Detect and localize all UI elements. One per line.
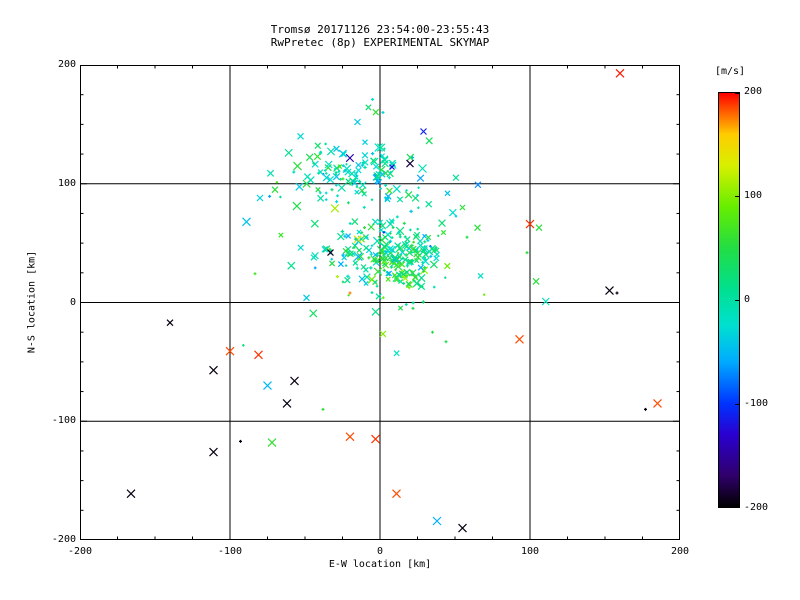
colorbar-tick-mark: [735, 507, 740, 508]
plot-area: [80, 65, 680, 540]
x-tick-label: -100: [217, 546, 243, 557]
colorbar-tick-mark: [735, 196, 740, 197]
colorbar-tick-label: 0: [744, 294, 751, 305]
colorbar-unit-label: [m/s]: [714, 66, 746, 77]
plot-subtitle: RwPretec (8p) EXPERIMENTAL SKYMAP: [270, 36, 490, 49]
colorbar-tick-mark: [735, 404, 740, 405]
x-tick-label: 0: [376, 546, 384, 557]
colorbar-tick-label: 100: [744, 190, 763, 201]
colorbar-tick-mark: [735, 300, 740, 301]
colorbar-tick-label: -100: [744, 398, 769, 409]
y-tick-label: -100: [51, 415, 76, 427]
y-tick-label: 200: [57, 59, 76, 70]
scatter-canvas: [80, 65, 680, 540]
y-tick-label: 0: [69, 296, 76, 308]
colorbar-tick-label: 200: [744, 86, 763, 97]
colorbar-tick-mark: [735, 93, 740, 94]
x-tick-label: 200: [670, 546, 690, 557]
y-tick-label: -200: [51, 534, 76, 545]
x-tick-label: 100: [520, 546, 540, 557]
x-tick-label: -200: [67, 546, 93, 557]
y-tick-label: 100: [57, 177, 76, 189]
colorbar-tick-label: -200: [744, 502, 769, 513]
plot-title: Tromsø 20171126 23:54:00-23:55:43: [270, 23, 490, 36]
x-axis-label: E-W location [km]: [328, 559, 432, 570]
